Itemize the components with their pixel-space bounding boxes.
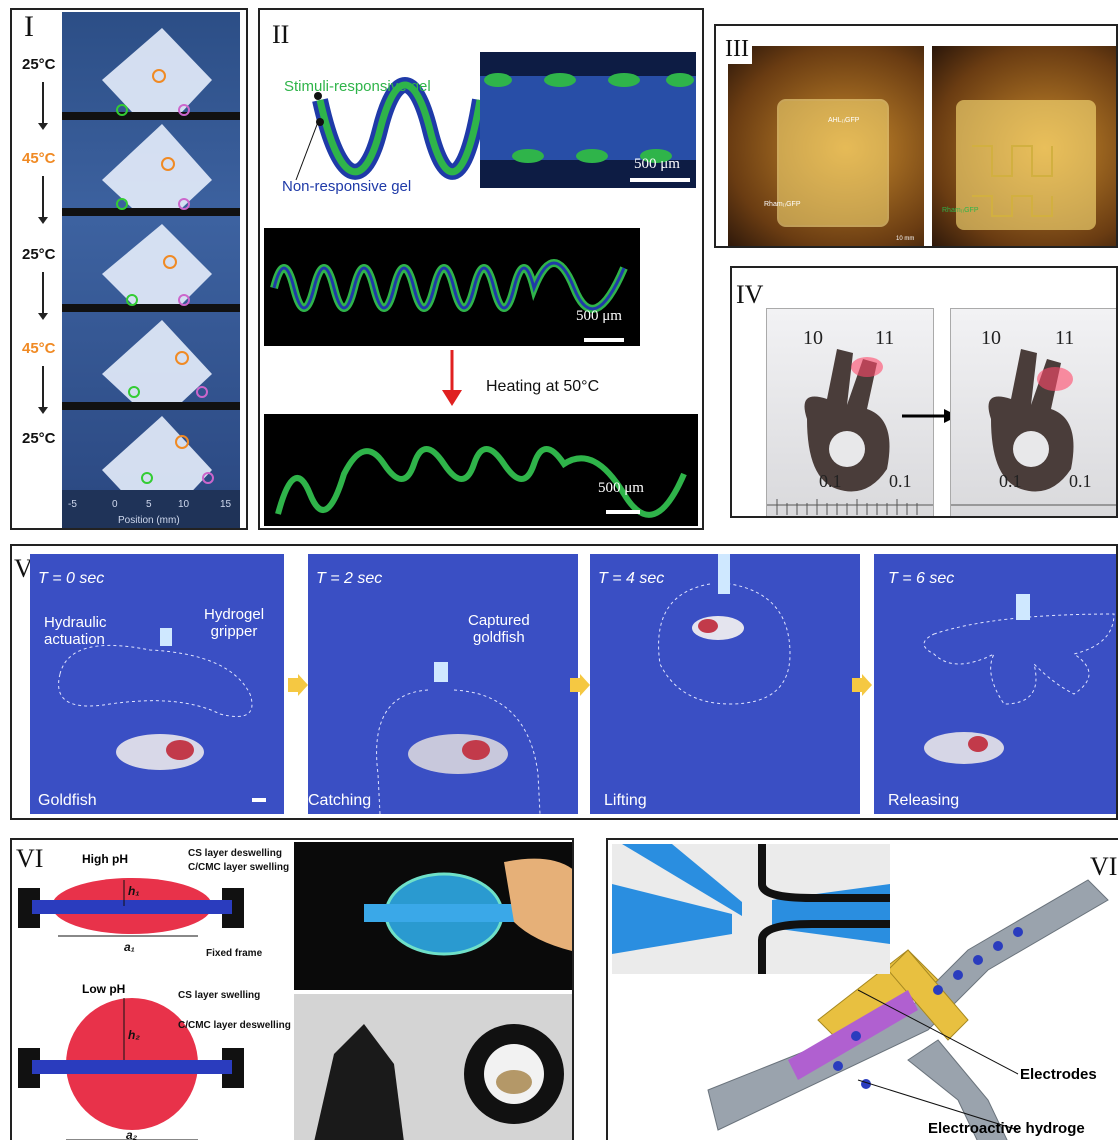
fixed-frame-label: Fixed frame xyxy=(206,948,263,959)
frame-caption: Releasing xyxy=(888,792,960,809)
stimuli-responsive-label: Stimuli-responsive gel xyxy=(284,78,431,95)
panel-5-numeral: V xyxy=(14,554,33,583)
temp-label: 25°C xyxy=(22,246,56,263)
scale-label: 500 μm xyxy=(576,308,622,324)
red-down-arrow-icon xyxy=(442,350,462,406)
next-arrow-icon xyxy=(852,674,872,696)
ruler-label: 0.1 xyxy=(889,471,912,491)
a2-label: a₂ xyxy=(126,1128,138,1140)
ruler-label: 11 xyxy=(875,327,895,349)
gripper-photo-1: 10 11 0.1 0.1 xyxy=(766,308,934,516)
panel-4-numeral: IV xyxy=(736,280,764,309)
time-label: T = 2 sec xyxy=(316,570,383,587)
time-label: T = 0 sec xyxy=(38,570,105,587)
electrodes-label: Electrodes xyxy=(1020,1066,1097,1083)
video-frame-2: T = 2 sec Captured goldfish Catching xyxy=(308,554,578,815)
ph-schematic xyxy=(18,878,244,1140)
down-arrow-icon xyxy=(38,272,48,320)
axis-tick: 5 xyxy=(146,499,152,510)
next-arrow-icon xyxy=(570,674,590,696)
wristband-photo-2: Rham₍₎GFP xyxy=(932,46,1116,246)
panel-3: AHL₍₎GFP Rham₍₎GFP 10 mm Rham₍₎GFP III xyxy=(714,24,1118,248)
panel-4: IV 10 11 0.1 0.1 10 11 0.1 0.1 xyxy=(730,266,1118,518)
video-frame-1: T = 0 sec Hydraulic actuation Hydrogel g… xyxy=(30,554,284,814)
helix-diagram xyxy=(295,77,488,181)
microfluidic-photo xyxy=(612,844,890,974)
panel-5: V T = 0 sec Hydraulic actuation Hydrogel… xyxy=(10,544,1118,820)
microfluidic-diagram xyxy=(707,879,1109,1140)
panel-2: II Stimuli-responsive gel Non-responsive… xyxy=(258,8,704,530)
a1-label: a₁ xyxy=(124,940,135,954)
time-label: T = 4 sec xyxy=(598,570,665,587)
panel-1-numeral: I xyxy=(24,10,34,43)
axis-tick: 0 xyxy=(112,499,118,510)
actuator-photo-1 xyxy=(294,842,572,990)
gfp-label: AHL₍₎GFP xyxy=(828,117,860,124)
captured-label: Captured goldfish xyxy=(468,612,530,646)
panel-6: VI High pH CS layer deswelling C/CMC lay… xyxy=(10,838,574,1140)
hydrogel-label: Electroactive hydroge xyxy=(928,1120,1085,1137)
fluorescence-image-3: 500 μm xyxy=(264,414,698,526)
panel-1: I -5 0 xyxy=(10,8,248,530)
actuator-photo-2 xyxy=(294,994,572,1140)
heating-label: Heating at 50°C xyxy=(486,378,600,395)
ruler-label: 10 xyxy=(803,327,823,349)
panel-1-photo: -5 0 5 10 15 Position (mm) xyxy=(62,12,240,528)
scale-label: 500 μm xyxy=(598,480,644,496)
gripper-label: Hydrogel gripper xyxy=(204,606,265,640)
gripper-photo-2: 10 11 0.1 0.1 xyxy=(950,308,1116,516)
ruler-label: 11 xyxy=(1055,327,1075,349)
frame-caption: Lifting xyxy=(604,792,647,809)
panel-7: VI Electrodes Electroactive hydroge xyxy=(606,838,1118,1140)
panel-3-numeral: III xyxy=(722,34,752,64)
fluorescence-image-2: 500 μm xyxy=(264,228,640,346)
hydraulic-label: Hydraulic actuation xyxy=(44,614,107,648)
panel-2-numeral: II xyxy=(272,20,290,49)
axis-label: Position (mm) xyxy=(118,515,180,526)
ruler-label: 0.1 xyxy=(1069,471,1092,491)
temp-label: 45°C xyxy=(22,150,56,167)
cmc-swell-label: C/CMC layer swelling xyxy=(188,862,290,873)
ruler-label: 0.1 xyxy=(819,471,842,491)
non-responsive-label: Non-responsive gel xyxy=(282,178,412,195)
axis-tick: -5 xyxy=(68,499,77,510)
ruler-label: 10 xyxy=(981,327,1001,349)
next-arrow-icon xyxy=(288,674,308,696)
axis-tick: 10 xyxy=(178,499,190,510)
down-arrow-icon xyxy=(38,176,48,224)
down-arrow-icon xyxy=(38,82,48,130)
temp-label: 25°C xyxy=(22,430,56,447)
cs-swell-label: CS layer swelling xyxy=(178,990,261,1001)
frame-caption: Catching xyxy=(308,792,372,809)
high-ph-label: High pH xyxy=(82,852,128,866)
scale-label: 10 mm xyxy=(896,236,915,242)
frame-caption: Goldfish xyxy=(38,792,97,809)
cmc-deswell-label: C/CMC layer deswelling xyxy=(178,1020,291,1031)
h2-label: h₂ xyxy=(128,1028,140,1042)
ruler-label: 0.1 xyxy=(999,471,1022,491)
cs-deswell-label: CS layer deswelling xyxy=(188,848,282,859)
gfp-label: Rham₍₎GFP xyxy=(764,201,801,208)
time-label: T = 6 sec xyxy=(888,570,955,587)
temp-label: 45°C xyxy=(22,340,56,357)
fluorescence-image-1: 500 μm xyxy=(480,52,696,188)
gfp-label: Rham₍₎GFP xyxy=(942,207,979,214)
panel-6-numeral: VI xyxy=(16,844,44,873)
axis-tick: 15 xyxy=(220,499,232,510)
panel-7-numeral: VI xyxy=(1090,852,1118,881)
down-arrow-icon xyxy=(38,366,48,414)
temp-label: 25°C xyxy=(22,56,56,73)
h1-label: h₁ xyxy=(128,884,140,898)
scale-label: 500 μm xyxy=(634,156,680,172)
panel-1-strips: -5 0 5 10 15 Position (mm) xyxy=(62,28,240,528)
low-ph-label: Low pH xyxy=(82,982,126,996)
video-frame-4: T = 6 sec Releasing xyxy=(874,554,1116,814)
wristband-photo-1: AHL₍₎GFP Rham₍₎GFP 10 mm xyxy=(728,46,924,246)
video-frame-3: T = 4 sec Lifting xyxy=(590,554,860,814)
